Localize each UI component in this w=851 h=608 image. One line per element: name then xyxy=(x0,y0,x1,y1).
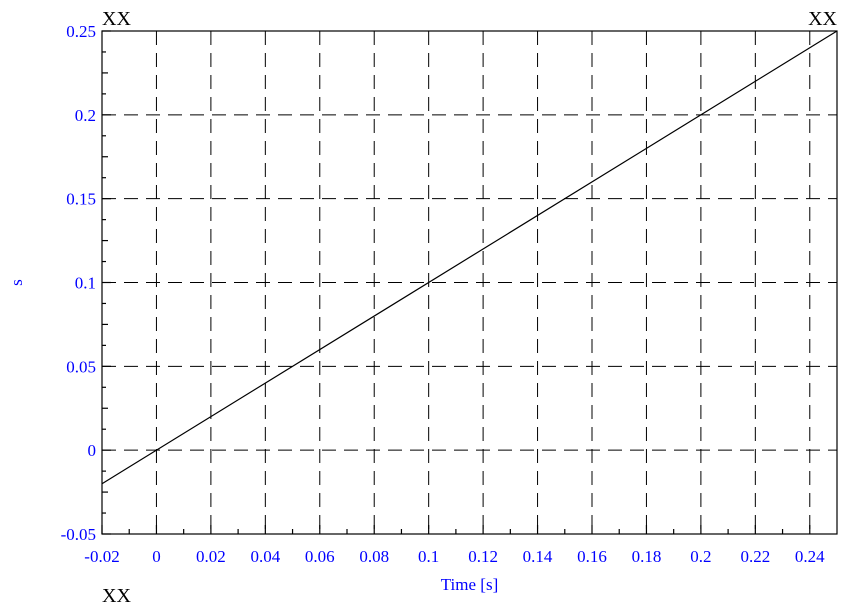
x-tick-label: 0.18 xyxy=(632,547,662,566)
y-tick-label: 0.1 xyxy=(75,274,96,293)
x-tick-label: 0.16 xyxy=(577,547,607,566)
tick-marks xyxy=(101,30,811,535)
y-tick-label: 0.2 xyxy=(75,106,96,125)
y-tick-label: 0.05 xyxy=(66,357,96,376)
x-tick-label: 0.2 xyxy=(690,547,711,566)
corner-label-top-right: XX xyxy=(808,8,837,30)
x-tick-label: 0.04 xyxy=(250,547,280,566)
y-axis-label: s xyxy=(7,279,26,286)
x-tick-label: -0.02 xyxy=(84,547,119,566)
x-tick-label: 0.08 xyxy=(359,547,389,566)
x-tick-labels: -0.02 0 0.02 0.04 0.06 0.08 0.1 0.12 0.14 0.16 0.1… xyxy=(84,547,825,566)
y-tick-label: 0.25 xyxy=(66,22,96,41)
y-tick-label: 0 xyxy=(88,441,97,460)
x-axis-label: Time [s] xyxy=(441,575,498,594)
x-tick-label: 0.22 xyxy=(740,547,770,566)
x-tick-label: 0.06 xyxy=(305,547,335,566)
x-tick-label: 0.12 xyxy=(468,547,498,566)
corner-label-top-left: XX xyxy=(102,8,131,30)
x-tick-label: 0 xyxy=(152,547,161,566)
y-tick-labels: -0.05 0 0.05 0.1 0.15 0.2 0.25 xyxy=(61,22,96,544)
x-tick-label: 0.14 xyxy=(523,547,553,566)
series-line xyxy=(101,30,838,485)
grid xyxy=(102,31,837,534)
x-tick-label: 0.02 xyxy=(196,547,226,566)
x-tick-label: 0.1 xyxy=(418,547,439,566)
y-tick-label: 0.15 xyxy=(66,190,96,209)
corner-label-bottom-left: XX xyxy=(102,585,131,607)
series-layer xyxy=(101,30,838,485)
x-tick-label: 0.24 xyxy=(795,547,825,566)
y-tick-label: -0.05 xyxy=(61,525,96,544)
